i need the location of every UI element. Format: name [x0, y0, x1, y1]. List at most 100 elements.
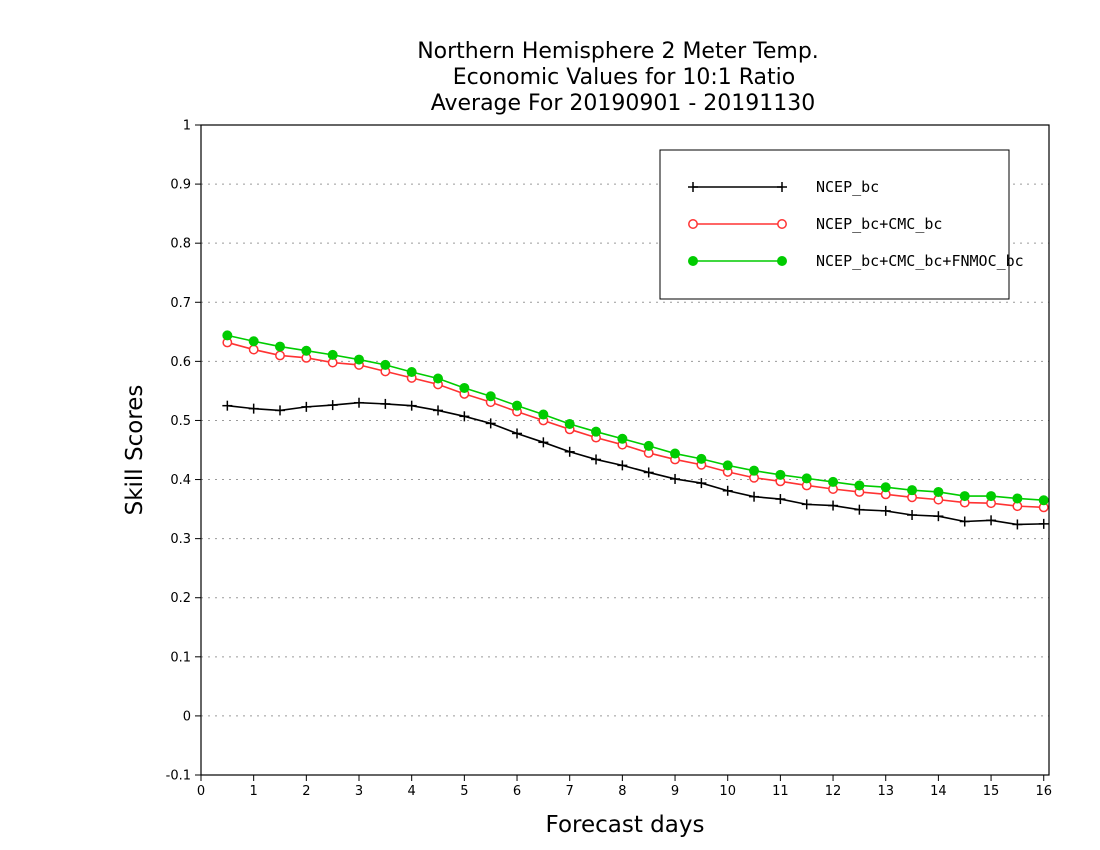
data-point: [688, 219, 698, 229]
data-point: [248, 344, 259, 355]
data-point: [380, 398, 391, 409]
plot-frame: [200, 124, 1050, 776]
data-point: [433, 405, 444, 416]
y-tick-label: 0.1: [170, 650, 191, 665]
data-point: [354, 397, 365, 408]
y-tick-label: 0.2: [170, 591, 191, 606]
series-3: [222, 330, 1049, 506]
data-point: [327, 349, 338, 360]
data-point: [933, 511, 944, 522]
series-line: [227, 334, 1044, 502]
y-tick-label: 0.9: [170, 178, 191, 193]
data-point: [670, 448, 681, 459]
data-point: [933, 486, 944, 497]
data-point: [828, 476, 839, 487]
axis-ticks: -0.100.10.20.30.40.50.60.70.80.910 1 2 3 4 5 6…: [166, 119, 1052, 800]
data-point: [670, 473, 681, 484]
data-point: [959, 516, 970, 527]
data-point: [749, 465, 760, 476]
data-point: [248, 336, 259, 347]
x-tick-label: 10: [719, 784, 736, 799]
series-line: [227, 341, 1044, 509]
x-tick-label: 13: [877, 784, 894, 799]
title-line-3: Average For 20190901 - 20191130: [431, 91, 816, 116]
legend-label: NCEP_bc+CMC_bc: [816, 215, 942, 233]
data-point: [617, 460, 628, 471]
data-point: [459, 382, 470, 393]
series-2: [222, 337, 1049, 513]
data-point: [880, 505, 891, 516]
data-point: [538, 409, 549, 420]
data-point: [854, 480, 865, 491]
data-point: [959, 491, 970, 502]
y-tick-label: 1: [183, 119, 191, 134]
data-point: [801, 473, 812, 484]
data-point: [275, 341, 286, 352]
series-lines: [222, 330, 1049, 530]
data-point: [777, 256, 787, 266]
data-point: [777, 219, 787, 229]
x-tick-label: 0: [197, 784, 205, 799]
x-axis-title: Forecast days: [546, 812, 705, 838]
x-tick-label: 8: [618, 784, 626, 799]
data-point: [907, 510, 918, 520]
title-line-1: Northern Hemisphere 2 Meter Temp.: [417, 39, 819, 64]
x-tick-label: 6: [513, 784, 521, 799]
data-point: [986, 491, 997, 502]
data-point: [775, 494, 786, 505]
y-tick-label: -0.1: [166, 769, 191, 784]
x-tick-label: 12: [825, 784, 842, 799]
data-point: [643, 467, 654, 478]
data-point: [538, 437, 549, 448]
data-point: [406, 400, 417, 411]
data-point: [222, 330, 233, 341]
data-point: [380, 359, 391, 370]
data-point: [643, 440, 654, 451]
data-point: [301, 345, 312, 356]
x-tick-label: 2: [302, 784, 310, 799]
title-line-2: Economic Values for 10:1 Ratio: [453, 65, 795, 90]
data-point: [591, 426, 602, 437]
data-point: [406, 367, 417, 377]
legend-item: NCEP_bc+CMC_bc+FNMOC_bc: [688, 252, 1024, 270]
x-tick-label: 1: [250, 784, 258, 799]
data-point: [775, 469, 786, 480]
data-point: [722, 485, 733, 496]
data-point: [564, 419, 575, 429]
legend-items: NCEP_bc NCEP_bc+CMC_bc NCEP_bc+CMC_bc+FNMO…: [688, 178, 1024, 270]
data-point: [485, 418, 496, 429]
y-tick-label: 0.4: [170, 473, 191, 488]
y-tick-label: 0.3: [170, 532, 191, 547]
x-tick-label: 3: [355, 784, 363, 799]
y-tick-label: 0.6: [170, 355, 191, 370]
data-point: [485, 391, 496, 402]
x-tick-label: 5: [460, 784, 468, 799]
legend-item: NCEP_bc: [688, 178, 879, 196]
chart-title: Northern Hemisphere 2 Meter Temp. Econom…: [417, 39, 819, 116]
legend: NCEP_bc NCEP_bc+CMC_bc NCEP_bc+CMC_bc+FNMO…: [659, 149, 1024, 300]
data-point: [696, 453, 707, 464]
data-point: [801, 499, 812, 510]
x-tick-label: 4: [408, 784, 416, 799]
x-tick-label: 9: [671, 784, 679, 799]
data-point: [688, 182, 698, 192]
data-point: [986, 515, 997, 526]
data-point: [749, 491, 760, 502]
legend-label: NCEP_bc+CMC_bc+FNMOC_bc: [816, 252, 1024, 270]
x-tick-label: 11: [772, 784, 789, 799]
x-tick-label: 7: [566, 784, 574, 799]
data-point: [617, 433, 628, 444]
data-point: [696, 478, 707, 489]
data-point: [512, 428, 523, 439]
data-point: [354, 354, 365, 365]
data-point: [777, 182, 787, 192]
gridlines: [201, 183, 1049, 717]
series-1: [222, 397, 1049, 530]
y-tick-label: 0.5: [170, 414, 191, 429]
data-point: [880, 482, 891, 493]
data-point: [907, 485, 918, 496]
data-point: [828, 500, 839, 511]
data-point: [459, 411, 470, 422]
data-point: [688, 256, 698, 266]
data-point: [1038, 495, 1049, 506]
